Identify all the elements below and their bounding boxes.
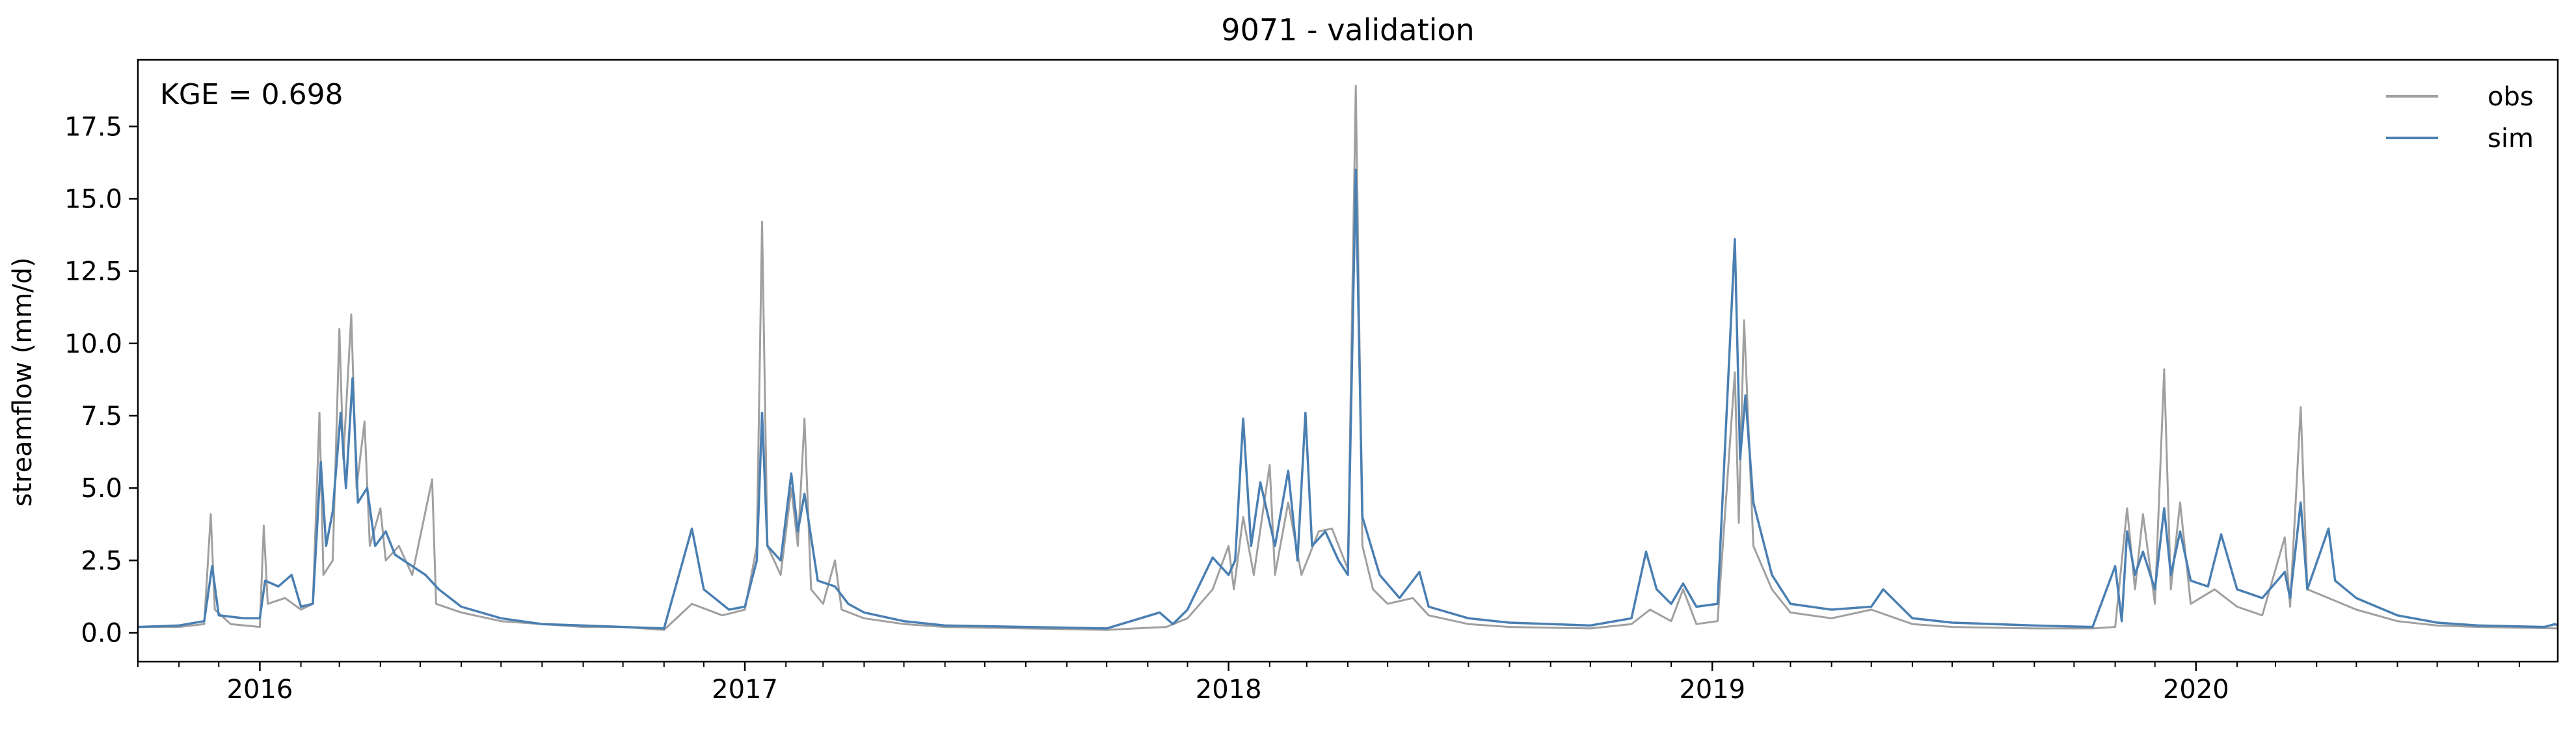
series-line-sim bbox=[137, 169, 2558, 630]
x-tick-label: 2016 bbox=[227, 675, 293, 705]
legend-label-obs: obs bbox=[2488, 82, 2534, 112]
legend: obs sim bbox=[2386, 82, 2534, 154]
series-layer bbox=[137, 85, 2558, 631]
series-line-obs bbox=[138, 85, 2558, 631]
y-tick-label: 0.0 bbox=[81, 619, 122, 649]
plot-frame bbox=[137, 59, 2559, 663]
y-ticks: 0.0 2.5 5.0 7.5 10.0 12.5 15.0 17.5 bbox=[64, 112, 138, 649]
x-tick-label: 2017 bbox=[712, 675, 778, 705]
legend-label-sim: sim bbox=[2488, 124, 2534, 154]
y-tick-label: 17.5 bbox=[64, 112, 122, 142]
x-ticks: 2016 2017 2018 2019 2020 bbox=[137, 662, 2520, 705]
x-tick-label: 2020 bbox=[2163, 675, 2229, 705]
y-tick-label: 10.0 bbox=[64, 329, 122, 359]
y-tick-label: 2.5 bbox=[81, 546, 122, 576]
y-axis-label: streamflow (mm/d) bbox=[8, 257, 38, 506]
x-tick-label: 2018 bbox=[1196, 675, 1262, 705]
y-tick-label: 5.0 bbox=[81, 474, 122, 504]
y-tick-label: 15.0 bbox=[64, 184, 122, 214]
kge-annotation: KGE = 0.698 bbox=[160, 78, 343, 111]
y-tick-label: 7.5 bbox=[81, 401, 122, 431]
y-tick-label: 12.5 bbox=[64, 257, 122, 287]
chart-title: 9071 - validation bbox=[1221, 12, 1474, 47]
x-tick-label: 2019 bbox=[1679, 675, 1745, 705]
